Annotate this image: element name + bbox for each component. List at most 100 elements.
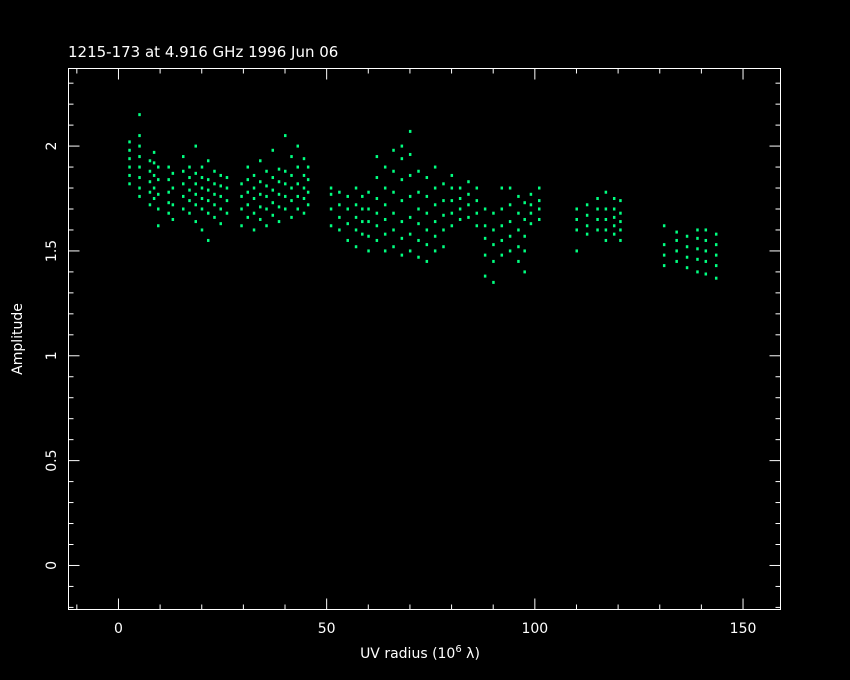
data-point — [271, 213, 275, 217]
data-point — [442, 182, 445, 186]
data-point — [138, 134, 141, 138]
data-point — [182, 155, 185, 159]
data-point — [604, 190, 608, 194]
data-point — [182, 182, 185, 186]
data-point — [517, 211, 520, 215]
data-point — [329, 207, 333, 211]
data-point — [302, 186, 306, 190]
data-point — [383, 249, 387, 253]
data-point — [225, 176, 229, 180]
data-point — [612, 215, 616, 219]
data-point — [225, 211, 229, 215]
data-point — [167, 190, 170, 194]
data-point — [167, 165, 170, 169]
data-points — [128, 113, 718, 284]
data-point — [383, 232, 387, 236]
data-point — [604, 228, 608, 232]
data-point — [675, 259, 678, 263]
data-point — [425, 228, 429, 232]
data-point — [128, 148, 131, 152]
data-point — [167, 211, 170, 215]
data-point — [329, 186, 333, 190]
data-point — [367, 234, 370, 238]
data-point — [277, 205, 281, 209]
data-point — [500, 207, 504, 211]
data-point — [433, 165, 437, 169]
data-point — [508, 186, 512, 190]
data-point — [194, 182, 197, 186]
data-point — [128, 140, 131, 144]
data-point — [619, 228, 622, 232]
data-point — [408, 152, 412, 156]
data-point — [662, 253, 666, 257]
data-point — [277, 167, 281, 171]
data-point — [219, 207, 222, 211]
data-point — [375, 176, 379, 180]
data-point — [265, 207, 268, 211]
x-axis-label-main: UV radius (10 — [360, 646, 455, 662]
data-point — [152, 150, 156, 154]
data-point — [400, 236, 404, 240]
data-point — [265, 194, 268, 198]
data-point — [417, 238, 420, 242]
data-point — [529, 222, 533, 226]
data-point — [157, 165, 160, 169]
y-axis-label: Amplitude — [10, 303, 26, 375]
data-point — [302, 157, 306, 161]
data-point — [290, 199, 293, 203]
data-point — [252, 211, 256, 215]
data-point — [538, 199, 541, 203]
data-point — [157, 178, 160, 182]
data-point — [450, 186, 454, 190]
data-point — [338, 190, 341, 194]
data-point — [538, 186, 541, 190]
data-point — [458, 197, 462, 201]
data-point — [277, 192, 281, 196]
y-tick-label: 0 — [44, 561, 60, 570]
data-point — [138, 186, 141, 190]
data-point — [508, 234, 512, 238]
data-point — [138, 176, 141, 180]
data-point — [138, 194, 141, 198]
data-point — [675, 249, 678, 253]
data-point — [259, 205, 262, 209]
data-point — [148, 190, 152, 194]
data-point — [375, 224, 379, 228]
data-point — [194, 171, 197, 175]
y-tick-label: 2 — [44, 142, 60, 151]
data-point — [714, 253, 718, 257]
data-point — [517, 194, 520, 198]
data-point — [302, 173, 306, 177]
data-point — [246, 165, 250, 169]
data-point — [612, 197, 616, 201]
data-point — [152, 186, 156, 190]
data-point — [612, 207, 616, 211]
data-point — [596, 217, 599, 221]
data-point — [538, 217, 541, 221]
chart-title: 1215-173 at 4.916 GHz 1996 Jun 06 — [68, 43, 338, 61]
data-point — [714, 276, 718, 280]
data-point — [458, 207, 462, 211]
data-point — [128, 182, 131, 186]
data-point — [425, 176, 429, 180]
data-point — [271, 188, 275, 192]
data-point — [704, 228, 708, 232]
x-tick-label: 50 — [318, 621, 336, 637]
data-point — [585, 224, 589, 228]
data-point — [483, 236, 487, 240]
data-point — [157, 207, 160, 211]
data-point — [194, 192, 197, 196]
data-point — [575, 228, 578, 232]
data-point — [612, 232, 616, 236]
data-point — [188, 165, 191, 169]
data-point — [392, 211, 395, 215]
data-point — [433, 186, 437, 190]
data-point — [704, 238, 708, 242]
data-point — [408, 194, 412, 198]
data-point — [246, 215, 250, 219]
data-point — [500, 186, 504, 190]
data-point — [492, 228, 495, 232]
data-point — [442, 245, 445, 249]
data-point — [685, 266, 689, 270]
data-point — [417, 207, 420, 211]
